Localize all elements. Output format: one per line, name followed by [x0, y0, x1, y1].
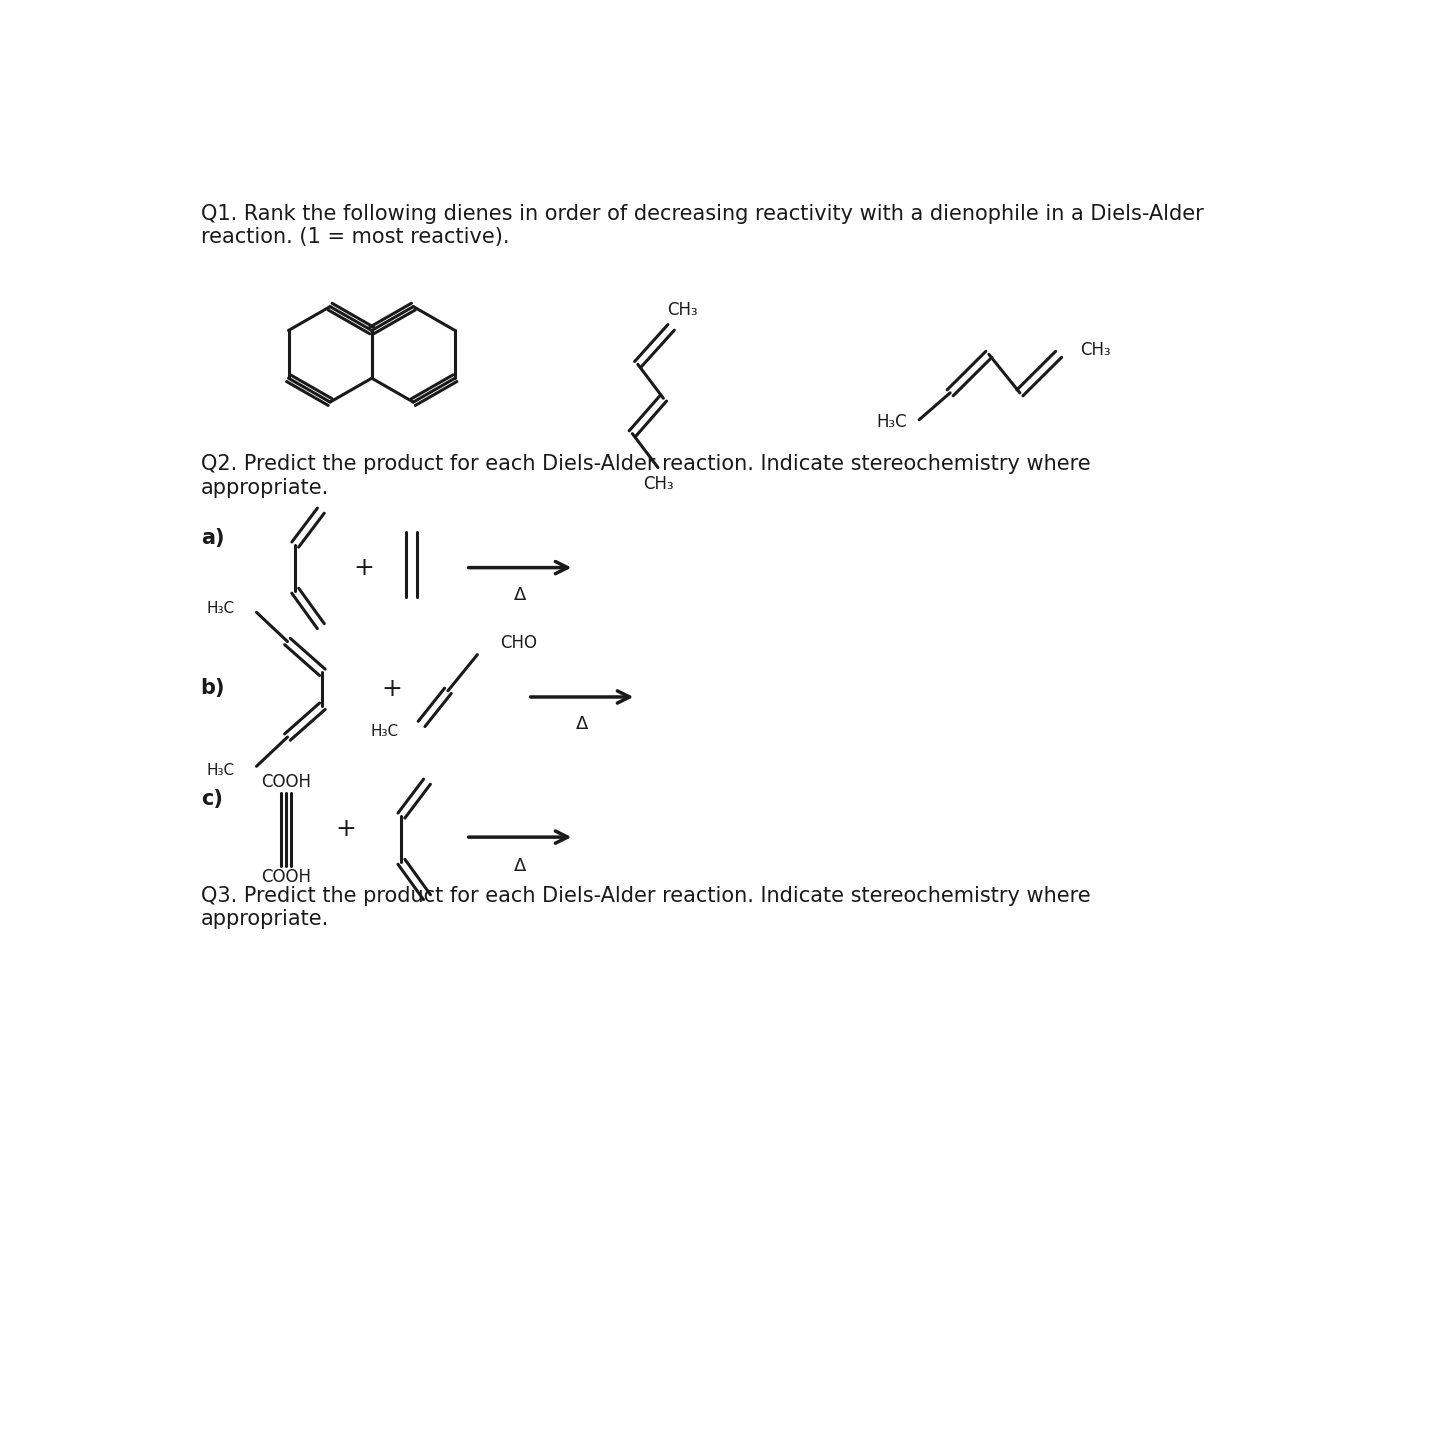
- Text: H₃C: H₃C: [876, 412, 908, 431]
- Text: Q2. Predict the product for each Diels-Alder reaction. Indicate stereochemistry : Q2. Predict the product for each Diels-A…: [200, 454, 1090, 498]
- Text: Δ: Δ: [514, 858, 526, 875]
- Text: H₃C: H₃C: [371, 725, 398, 739]
- Text: Q1. Rank the following dienes in order of decreasing reactivity with a dienophil: Q1. Rank the following dienes in order o…: [200, 205, 1203, 248]
- Text: COOH: COOH: [261, 868, 311, 886]
- Text: a): a): [200, 527, 225, 547]
- Text: +: +: [382, 677, 402, 702]
- Text: Q3. Predict the product for each Diels-Alder reaction. Indicate stereochemistry : Q3. Predict the product for each Diels-A…: [200, 885, 1090, 929]
- Text: +: +: [335, 818, 357, 842]
- Text: Δ: Δ: [514, 586, 526, 604]
- Text: b): b): [200, 677, 225, 697]
- Text: c): c): [200, 789, 222, 809]
- Text: CH₃: CH₃: [1080, 341, 1111, 359]
- Text: CHO: CHO: [501, 634, 537, 652]
- Text: COOH: COOH: [261, 773, 311, 790]
- Text: CH₃: CH₃: [667, 302, 697, 319]
- Text: +: +: [354, 556, 374, 580]
- Text: CH₃: CH₃: [643, 475, 673, 494]
- Text: H₃C: H₃C: [206, 601, 235, 616]
- Text: Δ: Δ: [576, 715, 589, 733]
- Text: H₃C: H₃C: [206, 763, 235, 778]
